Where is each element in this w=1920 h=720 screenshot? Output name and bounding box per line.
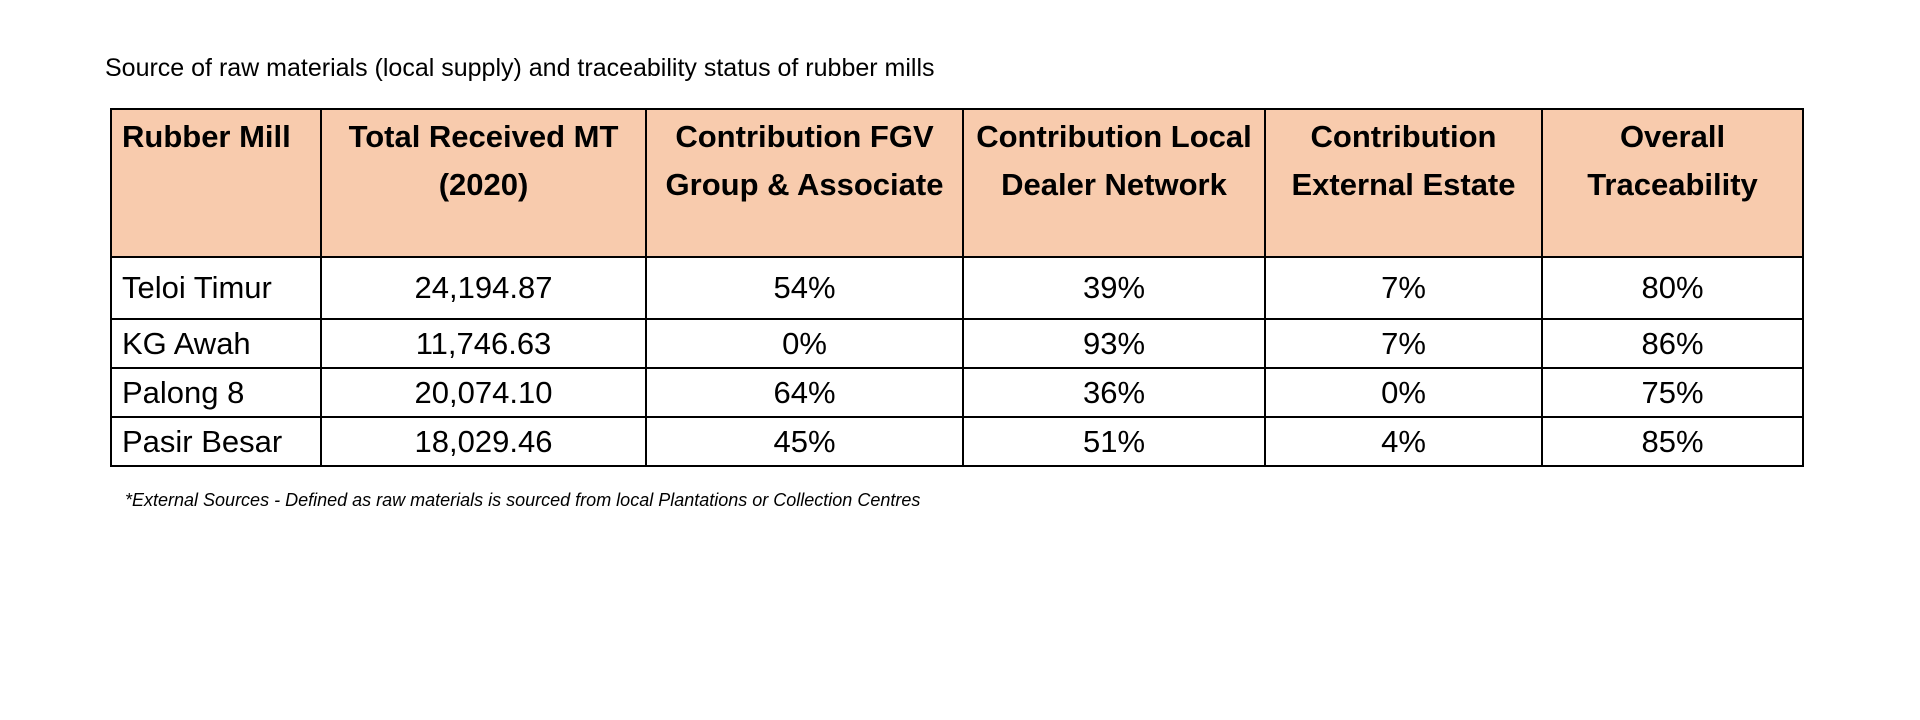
cell-fgv: 64% bbox=[645, 367, 964, 418]
table-header-row: Rubber Mill Total Received MT (2020) Con… bbox=[110, 108, 1804, 258]
cell-external-estate: 0% bbox=[1264, 367, 1543, 418]
rubber-mills-table: Rubber Mill Total Received MT (2020) Con… bbox=[110, 108, 1804, 467]
cell-local-dealer: 39% bbox=[962, 256, 1266, 320]
cell-mill-name: Teloi Timur bbox=[110, 256, 322, 320]
cell-local-dealer: 51% bbox=[962, 416, 1266, 467]
cell-total-received: 11,746.63 bbox=[320, 318, 647, 369]
header-contribution-fgv: Contribution FGV Group & Associate bbox=[645, 108, 964, 258]
cell-fgv: 0% bbox=[645, 318, 964, 369]
cell-mill-name: Palong 8 bbox=[110, 367, 322, 418]
cell-fgv: 45% bbox=[645, 416, 964, 467]
cell-total-received: 24,194.87 bbox=[320, 256, 647, 320]
cell-mill-name: Pasir Besar bbox=[110, 416, 322, 467]
table-row: Pasir Besar 18,029.46 45% 51% 4% 85% bbox=[110, 416, 1804, 467]
cell-total-received: 18,029.46 bbox=[320, 416, 647, 467]
header-total-received: Total Received MT (2020) bbox=[320, 108, 647, 258]
header-overall-traceability: Overall Traceability bbox=[1541, 108, 1804, 258]
cell-local-dealer: 93% bbox=[962, 318, 1266, 369]
cell-traceability: 85% bbox=[1541, 416, 1804, 467]
table-row: Teloi Timur 24,194.87 54% 39% 7% 80% bbox=[110, 256, 1804, 320]
cell-traceability: 75% bbox=[1541, 367, 1804, 418]
table-row: Palong 8 20,074.10 64% 36% 0% 75% bbox=[110, 367, 1804, 418]
cell-external-estate: 7% bbox=[1264, 318, 1543, 369]
cell-traceability: 80% bbox=[1541, 256, 1804, 320]
cell-external-estate: 7% bbox=[1264, 256, 1543, 320]
cell-fgv: 54% bbox=[645, 256, 964, 320]
header-contribution-external-estate: Contribution External Estate bbox=[1264, 108, 1543, 258]
cell-mill-name: KG Awah bbox=[110, 318, 322, 369]
table-footnote: *External Sources - Defined as raw mater… bbox=[125, 490, 921, 510]
cell-traceability: 86% bbox=[1541, 318, 1804, 369]
cell-external-estate: 4% bbox=[1264, 416, 1543, 467]
cell-local-dealer: 36% bbox=[962, 367, 1266, 418]
table-caption: Source of raw materials (local supply) a… bbox=[105, 54, 935, 82]
header-rubber-mill: Rubber Mill bbox=[110, 108, 322, 258]
table-row: KG Awah 11,746.63 0% 93% 7% 86% bbox=[110, 318, 1804, 369]
cell-total-received: 20,074.10 bbox=[320, 367, 647, 418]
header-contribution-local-dealer: Contribution Local Dealer Network bbox=[962, 108, 1266, 258]
